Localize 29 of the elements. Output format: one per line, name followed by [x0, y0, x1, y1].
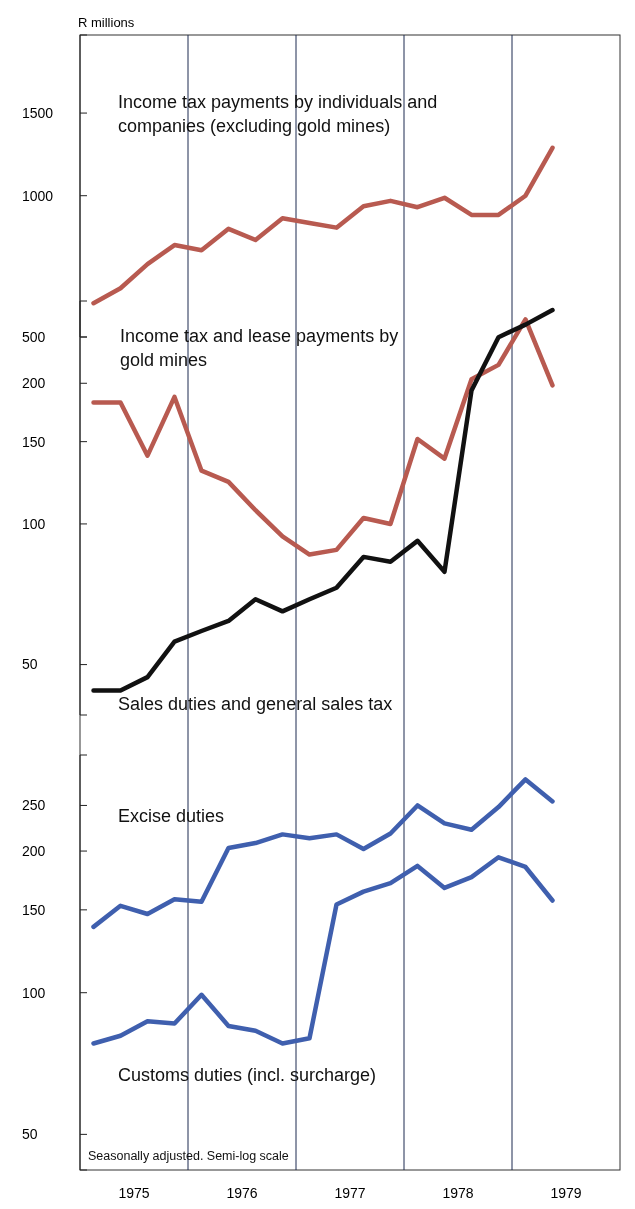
- series-label: Sales duties and general sales tax: [118, 694, 393, 714]
- x-tick-label: 1978: [442, 1185, 474, 1201]
- x-tick-label: 1975: [118, 1185, 150, 1201]
- line-series: [91, 777, 555, 930]
- x-tick-label: 1976: [226, 1185, 258, 1201]
- y-tick-label: 1500: [22, 104, 54, 121]
- x-tick-label: 1979: [550, 1185, 582, 1201]
- line-series: [91, 317, 555, 557]
- annotation: Seasonally adjusted. Semi-log scale: [88, 1149, 289, 1163]
- y-tick-label: 100: [22, 984, 46, 1001]
- y-tick-label: 200: [22, 375, 46, 392]
- line-series: [91, 855, 555, 1046]
- text: Income tax payments by individuals and companies (excluding gold mines): [118, 92, 438, 136]
- y-tick-label: 1000: [22, 187, 54, 204]
- y-tick-label: 200: [22, 842, 46, 859]
- y-tick-label: 50: [22, 1126, 38, 1143]
- y-tick-label: 50: [22, 656, 38, 673]
- line-series: [91, 145, 555, 306]
- series-label: Customs duties (incl. surcharge): [118, 1065, 377, 1085]
- y-axis-title: R millions: [78, 15, 135, 30]
- line-series: [91, 307, 555, 693]
- series-label: Income tax and lease payments by gold mines: [120, 326, 399, 370]
- y-tick-label: 100: [22, 515, 46, 532]
- x-tick-label: 1977: [334, 1185, 366, 1201]
- y-tick-label: 250: [22, 797, 46, 814]
- y-tick-label: 500: [22, 328, 46, 345]
- y-tick-label: 150: [22, 901, 46, 918]
- series-label: Excise duties: [118, 806, 225, 826]
- y-tick-label: 150: [22, 433, 46, 450]
